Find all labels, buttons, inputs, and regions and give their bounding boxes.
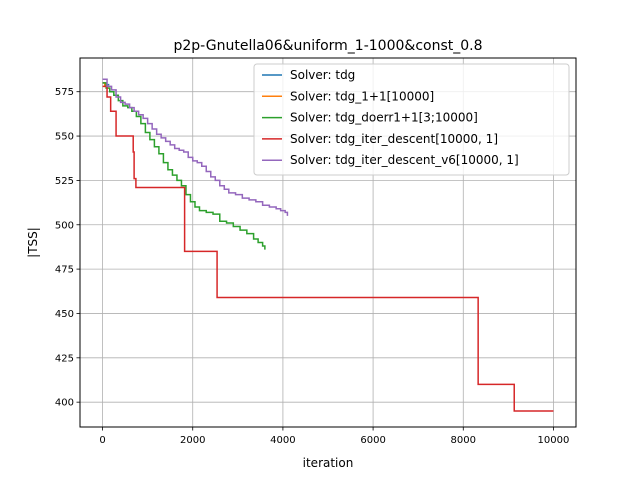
legend: Solver: tdg Solver: tdg_1+1[10000] Solver:… (253, 63, 570, 176)
series-line-2 (102, 82, 266, 250)
y-tick-label: 500 (55, 220, 74, 231)
x-tick-label: 4000 (270, 435, 295, 446)
series-line-3 (102, 85, 554, 412)
ticks: 0 2000 4000 6000 8000 10000 400 425 450 475 500 525… (55, 87, 569, 446)
legend-label-4: Solver: tdg_iter_descent_v6[10000, 1] (290, 153, 519, 167)
y-tick-label: 575 (55, 87, 74, 98)
y-tick-label: 400 (55, 398, 74, 409)
chart-title: p2p-Gnutella06&uniform_1-1000&const_0.8 (174, 38, 483, 54)
axes-frame (79, 57, 577, 428)
y-tick-label: 450 (55, 309, 74, 320)
legend-label-3: Solver: tdg_iter_descent[10000, 1] (290, 132, 498, 146)
x-tick-label: 2000 (180, 435, 205, 446)
x-tick-label: 0 (99, 435, 105, 446)
y-tick-label: 475 (55, 265, 74, 276)
legend-label-1: Solver: tdg_1+1[10000] (290, 89, 434, 103)
x-tick-label: 6000 (360, 435, 385, 446)
legend-label-0: Solver: tdg (290, 68, 355, 82)
x-tick-label: 8000 (451, 435, 476, 446)
y-tick-label: 550 (55, 132, 74, 143)
x-tick-label: 10000 (538, 435, 570, 446)
plot-area (102, 78, 554, 412)
legend-label-2: Solver: tdg_doerr1+1[3;10000] (290, 111, 478, 125)
y-tick-label: 525 (55, 176, 74, 187)
legend-box (253, 63, 570, 176)
series-line-4 (102, 78, 289, 216)
y-tick-label: 425 (55, 353, 74, 364)
x-axis-label: iteration (303, 456, 354, 470)
y-axis-label: |TSS| (26, 227, 40, 258)
